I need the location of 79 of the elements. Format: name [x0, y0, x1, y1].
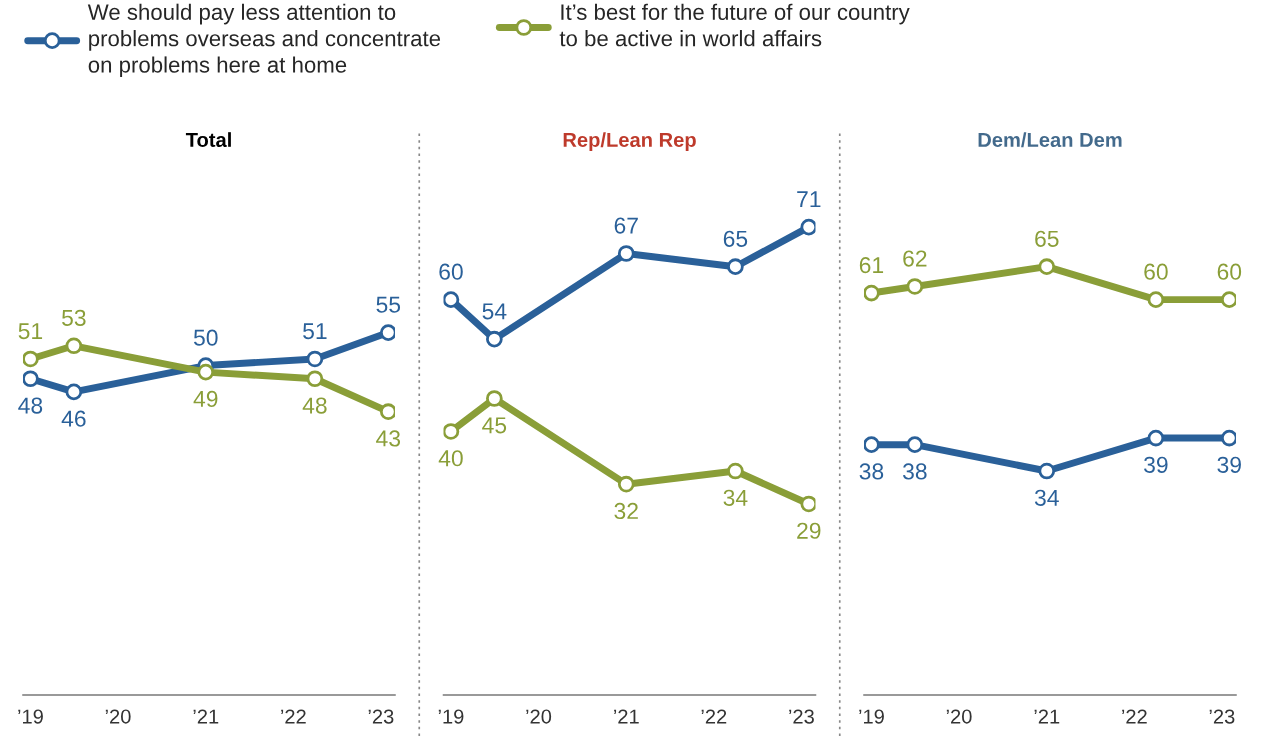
- x-tick-label: ’19: [18, 709, 43, 724]
- data-label: 54: [482, 303, 507, 320]
- point: [617, 475, 635, 493]
- data-label: 46: [61, 410, 86, 427]
- x-tick-label: ’21: [1034, 709, 1060, 724]
- data-label: 62: [903, 250, 927, 267]
- data-label: 39: [1217, 456, 1241, 473]
- x-tick-label: ’23: [1209, 709, 1235, 724]
- point: [727, 462, 744, 480]
- point: [443, 291, 460, 308]
- point: [906, 278, 924, 295]
- data-label: 39: [1144, 456, 1168, 473]
- chart-title: Rep/Lean Rep: [563, 132, 696, 151]
- x-tick-label: ’22: [701, 709, 727, 724]
- data-label: 65: [1035, 230, 1059, 247]
- point: [65, 337, 83, 355]
- data-label: 60: [1144, 263, 1168, 280]
- data-label: 34: [1034, 489, 1059, 506]
- data-label: 40: [438, 450, 463, 467]
- data-label: 53: [62, 309, 86, 326]
- data-label: 71: [797, 191, 821, 208]
- point: [65, 383, 83, 401]
- point: [906, 436, 924, 453]
- point: [864, 436, 880, 453]
- point: [800, 495, 816, 513]
- data-label: 32: [614, 502, 638, 520]
- x-tick-label: ’20: [946, 709, 972, 724]
- x-tick-label: ’20: [105, 709, 131, 724]
- data-label: 29: [797, 522, 821, 539]
- data-label: 55: [376, 296, 401, 313]
- data-label: 60: [439, 263, 463, 280]
- point: [1147, 429, 1165, 447]
- x-tick-label: ’21: [193, 709, 219, 724]
- x-tick-label: ’20: [526, 709, 552, 724]
- point: [486, 330, 503, 348]
- point: [617, 245, 635, 262]
- data-label: 34: [723, 489, 748, 506]
- chart-title: Total: [185, 132, 231, 147]
- point: [1038, 462, 1056, 480]
- data-label: 38: [902, 463, 927, 480]
- point: [486, 390, 503, 407]
- point: [306, 370, 324, 388]
- legend-label: We should pay less attention to problems overseas and concentrate on problems here at home: [87, 3, 441, 78]
- x-tick-label: ’23: [789, 709, 814, 724]
- point: [197, 363, 215, 381]
- x-tick-label: ’21: [614, 709, 639, 724]
- point: [1038, 258, 1056, 276]
- data-label: 51: [18, 323, 43, 340]
- point: [443, 423, 460, 440]
- point: [306, 350, 324, 368]
- x-tick-label: ’22: [1122, 709, 1147, 724]
- data-label: 67: [614, 217, 638, 234]
- point: [800, 218, 816, 236]
- data-label: 60: [1217, 263, 1242, 280]
- data-label: 49: [193, 390, 218, 408]
- data-label: 51: [303, 323, 327, 340]
- data-label: 43: [376, 430, 401, 447]
- data-label: 65: [723, 230, 748, 247]
- point: [1220, 291, 1236, 308]
- point: [1220, 429, 1236, 447]
- point: [727, 258, 744, 276]
- data-label: 38: [859, 463, 884, 480]
- point: [23, 350, 39, 368]
- point: [1147, 291, 1165, 308]
- x-tick-label: ’22: [281, 709, 306, 724]
- data-label: 48: [302, 397, 327, 414]
- point: [379, 403, 395, 421]
- x-tick-label: ’23: [368, 709, 394, 724]
- data-label: 50: [193, 329, 218, 346]
- legend-label: It’s best for the future of our country to be active in world affairs: [559, 3, 910, 47]
- chart-title: Dem/Lean Dem: [978, 132, 1122, 148]
- point: [23, 370, 39, 388]
- data-label: 61: [859, 257, 884, 274]
- x-tick-label: ’19: [859, 709, 884, 724]
- x-tick-label: ’19: [438, 709, 464, 724]
- point: [864, 284, 880, 302]
- point: [379, 324, 395, 341]
- data-label: 48: [18, 397, 43, 414]
- data-label: 45: [482, 417, 507, 434]
